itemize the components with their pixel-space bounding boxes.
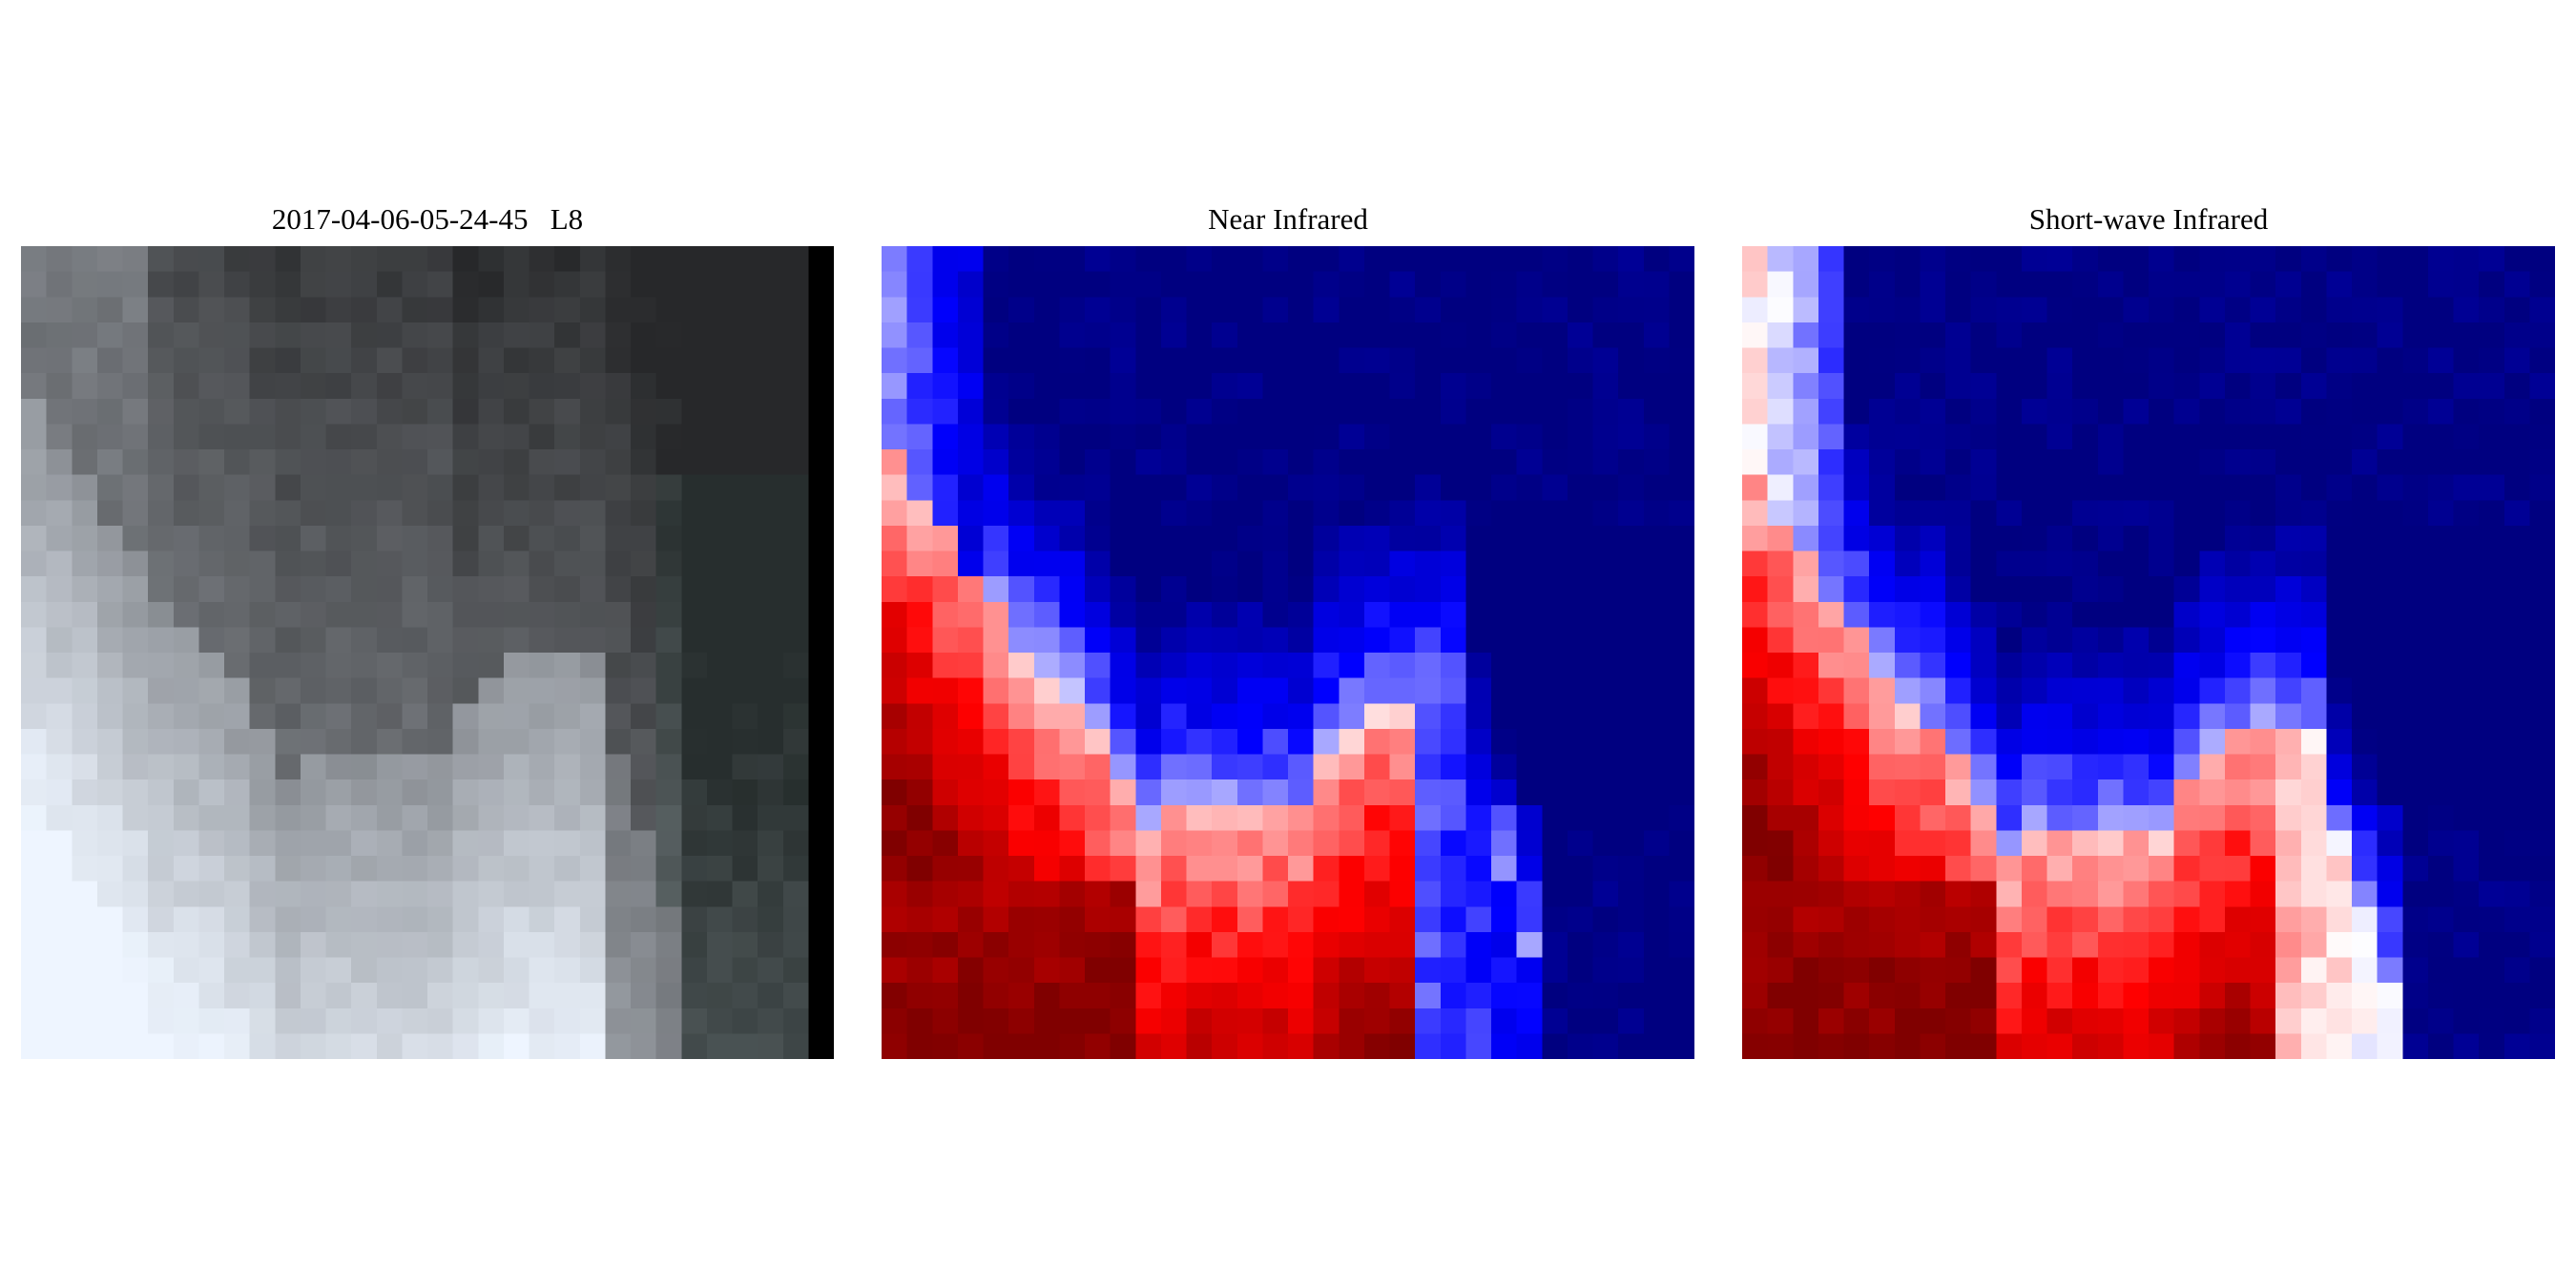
nir-heatmap-canvas: [882, 246, 1694, 1059]
swir-heatmap-image: [1742, 246, 2555, 1059]
rgb-panel-title: 2017-04-06-05-24-45 L8: [271, 202, 584, 236]
nir-panel-title: Near Infrared: [1208, 202, 1368, 236]
rgb-satellite-image: [21, 246, 834, 1059]
swir-panel-title: Short-wave Infrared: [2028, 202, 2269, 236]
nir-heatmap-image: [882, 246, 1694, 1059]
swir-heatmap-canvas: [1742, 246, 2555, 1059]
rgb-image-canvas: [21, 246, 834, 1059]
